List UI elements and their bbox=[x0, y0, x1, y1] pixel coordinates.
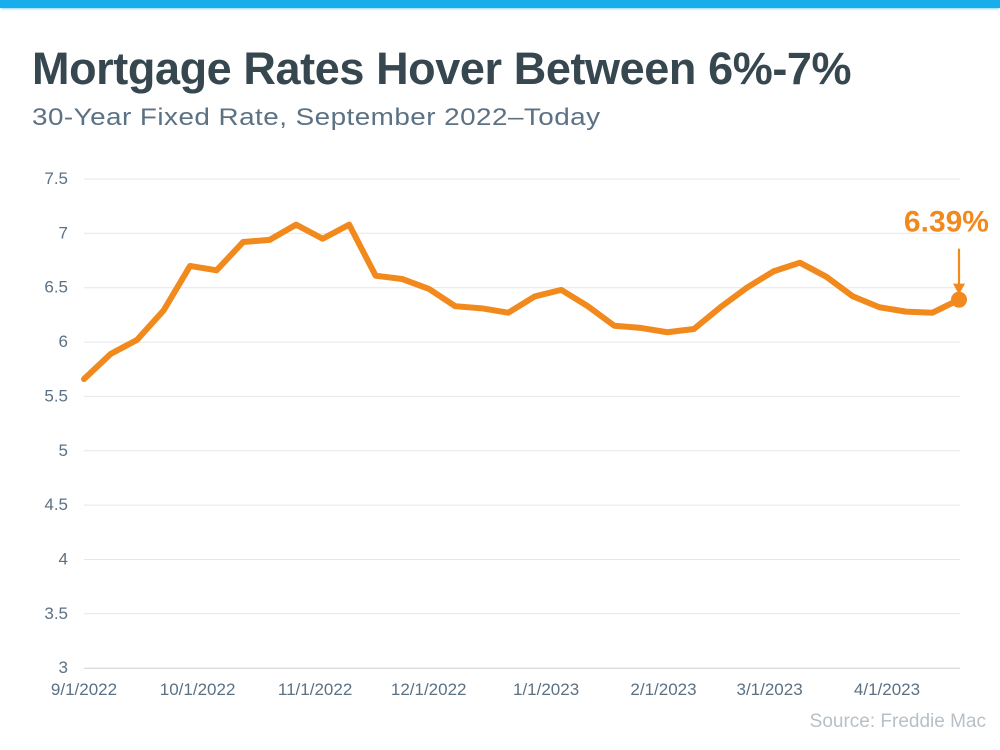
svg-text:3.5: 3.5 bbox=[44, 604, 68, 623]
svg-text:6.5: 6.5 bbox=[44, 278, 68, 297]
svg-text:9/1/2022: 9/1/2022 bbox=[51, 680, 117, 699]
svg-text:10/1/2022: 10/1/2022 bbox=[160, 680, 236, 699]
svg-text:12/1/2022: 12/1/2022 bbox=[391, 680, 467, 699]
svg-text:7.5: 7.5 bbox=[44, 169, 68, 188]
svg-text:3/1/2023: 3/1/2023 bbox=[737, 680, 803, 699]
svg-text:1/1/2023: 1/1/2023 bbox=[513, 680, 579, 699]
svg-text:11/1/2022: 11/1/2022 bbox=[278, 680, 352, 699]
svg-text:3: 3 bbox=[59, 658, 68, 677]
svg-text:4/1/2023: 4/1/2023 bbox=[854, 680, 920, 699]
svg-text:7: 7 bbox=[59, 223, 68, 242]
svg-text:5: 5 bbox=[59, 441, 68, 460]
svg-text:5.5: 5.5 bbox=[44, 386, 68, 405]
svg-text:4: 4 bbox=[59, 550, 68, 569]
svg-text:4.5: 4.5 bbox=[44, 495, 68, 514]
svg-text:6.39%: 6.39% bbox=[904, 206, 989, 239]
svg-text:2/1/2023: 2/1/2023 bbox=[630, 680, 696, 699]
svg-text:6: 6 bbox=[59, 332, 68, 351]
